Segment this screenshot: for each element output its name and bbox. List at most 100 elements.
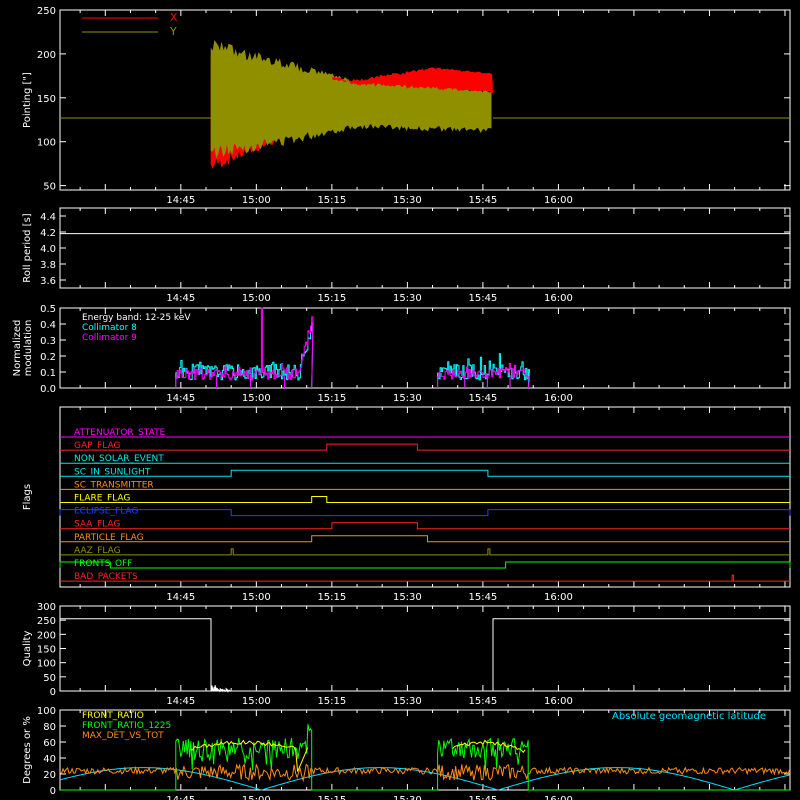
- panel-frame-flags: [59, 406, 791, 588]
- time-tick-label: 15:45: [468, 592, 497, 603]
- y-axis-label: Pointing ["]: [22, 72, 33, 128]
- flag-label: SC_TRANSMITTER: [74, 480, 154, 490]
- time-tick-label: 15:30: [393, 195, 422, 206]
- flag-line-bad_packets: [60, 574, 790, 582]
- y-tick-label: 0.1: [40, 368, 56, 379]
- time-tick-label: 14:45: [166, 393, 195, 404]
- front-ratio-line: [452, 739, 526, 753]
- y-tick-label: 50: [43, 182, 56, 193]
- time-tick-label: 14:45: [166, 795, 195, 800]
- y-tick-label: 0.0: [40, 384, 56, 395]
- y-tick-label: 40: [43, 754, 56, 765]
- y-tick-label: 0: [50, 687, 56, 698]
- time-tick-label: 16:00: [544, 293, 573, 304]
- panel-frames: [59, 9, 791, 791]
- y-axis-label: Degrees or %: [22, 716, 33, 784]
- y-tick-label: 60: [43, 738, 56, 749]
- time-tick-label: 15:30: [393, 293, 422, 304]
- legend-label-X: X: [170, 11, 178, 24]
- plot-data: [59, 17, 791, 791]
- time-tick-label: 15:15: [317, 293, 346, 304]
- y-axis-label: modulation: [23, 320, 34, 377]
- time-tick-label: 15:00: [242, 696, 271, 707]
- quality-line: [60, 618, 790, 692]
- time-tick-label: 15:45: [468, 696, 497, 707]
- quality-spikes: [210, 685, 231, 693]
- flag-label: ECLIPSE_FLAG: [74, 507, 138, 517]
- time-tick-label: 15:00: [242, 592, 271, 603]
- time-tick-label: 15:00: [242, 795, 271, 800]
- time-tick-label: 15:30: [393, 795, 422, 800]
- flag-label: ATTENUATOR_STATE: [74, 428, 166, 438]
- time-tick-label: 15:45: [468, 293, 497, 304]
- time-tick-label: 15:00: [242, 293, 271, 304]
- legend-label-ratio: FRONT_RATIO: [82, 711, 144, 721]
- time-tick-label: 14:45: [166, 592, 195, 603]
- time-tick-label: 15:30: [393, 592, 422, 603]
- y-tick-label: 80: [43, 722, 56, 733]
- time-tick-label: 15:15: [317, 592, 346, 603]
- y-tick-label: 4.2: [40, 228, 56, 239]
- time-tick-label: 15:45: [468, 195, 497, 206]
- pointing-x-series-upper: [331, 67, 493, 94]
- y-tick-label: 250: [37, 6, 56, 17]
- flag-label: PARTICLE_FLAG: [74, 533, 144, 543]
- legend-label-modulation: Collimator 9: [82, 333, 137, 343]
- flag-line-eclipse_flag: [59, 509, 791, 517]
- y-tick-label: 0: [50, 786, 56, 797]
- y-axis-label: Flags: [22, 484, 33, 510]
- legend-label-modulation: Energy band: 12-25 keV: [82, 313, 191, 323]
- modulation-collimator-9: [437, 363, 531, 389]
- geomagnetic-latitude-label: Absolute geomagnetic latitude: [612, 711, 766, 722]
- y-tick-label: 3.6: [40, 276, 56, 287]
- time-tick-label: 15:30: [393, 696, 422, 707]
- flag-line-gap_flag: [60, 443, 790, 451]
- legend-label-Y: Y: [169, 25, 177, 38]
- y-axis-label: Roll period [s]: [22, 213, 33, 282]
- time-tick-label: 16:00: [544, 393, 573, 404]
- flag-label: SC_IN_SUNLIGHT: [74, 467, 151, 477]
- flag-line-sc_in_sunlight: [60, 469, 790, 477]
- panel-frame-modulation: [59, 307, 791, 389]
- y-tick-label: 200: [37, 50, 56, 61]
- time-tick-label: 14:45: [166, 696, 195, 707]
- time-tick-label: 16:00: [544, 592, 573, 603]
- time-tick-label: 14:45: [166, 195, 195, 206]
- flag-line-saa_flag: [60, 522, 790, 530]
- y-axis-label: Normalized: [12, 320, 23, 377]
- front-ratio-line: [190, 739, 309, 772]
- y-tick-label: 0.4: [40, 320, 56, 331]
- pointing-y-series: [210, 40, 492, 159]
- time-tick-label: 15:15: [317, 795, 346, 800]
- y-tick-label: 0.3: [40, 336, 56, 347]
- y-tick-label: 0.5: [40, 304, 56, 315]
- time-tick-label: 14:45: [166, 293, 195, 304]
- y-tick-label: 150: [37, 94, 56, 105]
- time-tick-label: 15:45: [468, 795, 497, 800]
- time-tick-label: 15:00: [242, 195, 271, 206]
- y-tick-label: 100: [37, 706, 56, 717]
- front-ratio-1225-line: [60, 724, 790, 791]
- time-tick-label: 16:00: [544, 195, 573, 206]
- flag-label: SAA_FLAG: [74, 520, 120, 530]
- panel-frame-pointing: [59, 9, 791, 191]
- y-tick-label: 50: [43, 673, 56, 684]
- flag-label: BAD_PACKETS: [74, 572, 138, 582]
- legend-label-ratio: MAX_DET_VS_TOT: [82, 731, 164, 741]
- time-tick-label: 15:30: [393, 393, 422, 404]
- flag-line-particle_flag: [60, 535, 790, 543]
- time-tick-label: 15:00: [242, 393, 271, 404]
- flag-line-fronts_off: [59, 561, 791, 569]
- y-tick-label: 100: [37, 659, 56, 670]
- legend-label-modulation: Collimator 8: [82, 323, 137, 333]
- y-tick-label: 4.0: [40, 244, 56, 255]
- flag-label: AAZ_FLAG: [74, 546, 121, 556]
- legend-label-ratio: FRONT_RATIO_1225: [82, 721, 171, 731]
- y-axis-label: Quality: [22, 631, 33, 667]
- y-tick-label: 300: [37, 602, 56, 613]
- time-tick-label: 15:15: [317, 696, 346, 707]
- y-tick-label: 100: [37, 138, 56, 149]
- y-tick-label: 200: [37, 630, 56, 641]
- max-det-vs-tot-line: [59, 763, 790, 783]
